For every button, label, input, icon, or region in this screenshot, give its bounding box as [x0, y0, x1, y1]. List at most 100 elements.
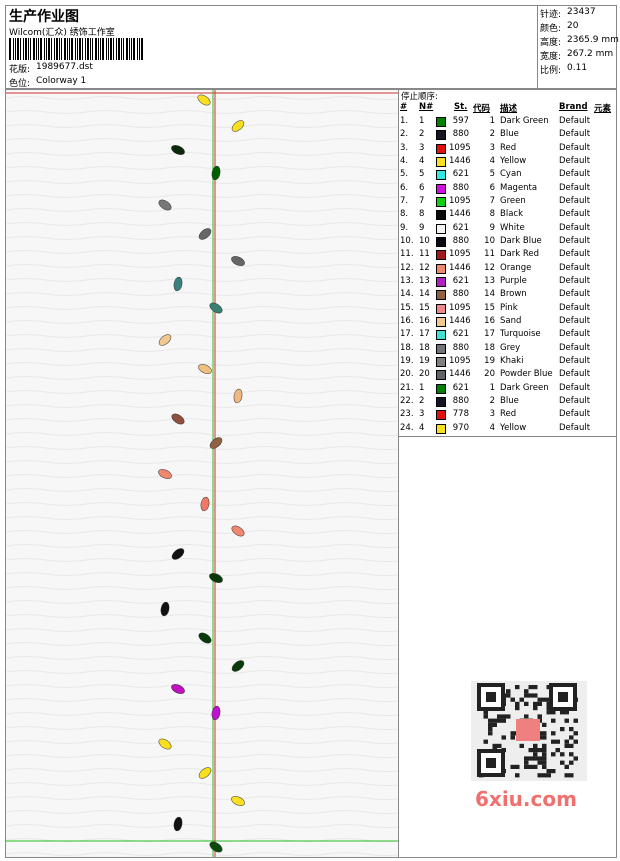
- colorway-label: 色位:: [9, 79, 31, 89]
- qr-cell: [483, 714, 488, 719]
- bar: [64, 38, 66, 60]
- bar: [82, 38, 83, 60]
- leaf: [231, 256, 245, 266]
- thread-wave: [5, 250, 407, 254]
- thread-wave: [5, 824, 407, 828]
- stat-label: 针迹:: [540, 10, 562, 20]
- bar: [141, 38, 143, 60]
- bar: [51, 38, 52, 60]
- leaf: [209, 841, 223, 853]
- leaf: [158, 738, 172, 750]
- thread-wave: [5, 194, 407, 198]
- thread-wave: [5, 642, 407, 646]
- swatch: [436, 210, 446, 221]
- qr-code: [471, 681, 587, 781]
- row-number: 24.: [400, 422, 414, 433]
- qr-cell: [492, 722, 497, 727]
- needle: 4: [419, 155, 425, 166]
- brand: Default: [559, 275, 591, 286]
- stat-label: 高度:: [540, 38, 562, 48]
- blank-panel: 6xiu.com: [398, 436, 617, 858]
- brand: Default: [559, 249, 591, 260]
- code: 6: [489, 182, 495, 193]
- qr-cell: [524, 764, 529, 769]
- row-number: 12.: [400, 262, 414, 273]
- bar: [59, 38, 60, 60]
- thread-wave: [5, 600, 407, 604]
- brand: Default: [559, 235, 591, 246]
- needle: 9: [419, 222, 425, 233]
- stitches: 1446: [449, 315, 471, 326]
- qr-cell: [555, 739, 560, 744]
- qr-cell: [564, 764, 569, 769]
- colorway: Colorway 1: [36, 76, 87, 86]
- bar: [15, 38, 16, 60]
- barcode: [9, 38, 143, 60]
- qr-cell: [551, 710, 556, 715]
- column-header: 描述: [500, 104, 518, 114]
- qr-cell: [533, 701, 538, 706]
- thread-wave: [5, 726, 407, 730]
- brand: Default: [559, 289, 591, 300]
- qr-cell: [506, 693, 511, 698]
- description: Magenta: [500, 182, 538, 193]
- needle: 6: [419, 182, 425, 193]
- description: Yellow: [500, 422, 527, 433]
- needle: 20: [419, 369, 430, 380]
- column-header: 代码: [473, 104, 491, 114]
- swatch: [436, 290, 446, 301]
- stat-value: 23437: [567, 7, 596, 17]
- qr-cell: [524, 701, 529, 706]
- leaf: [209, 573, 223, 583]
- qr-cell: [546, 685, 551, 690]
- qr-cell: [542, 743, 547, 748]
- qr-cell: [560, 710, 565, 715]
- stitches: 621: [452, 382, 469, 393]
- column-header: #: [400, 102, 408, 112]
- description: Cyan: [500, 169, 522, 180]
- stitches: 880: [452, 342, 469, 353]
- thread-wave: [5, 404, 407, 408]
- qr-cell: [510, 735, 515, 740]
- stitches: 621: [452, 222, 469, 233]
- row-number: 23.: [400, 409, 414, 420]
- bar: [69, 38, 70, 60]
- leaf: [231, 796, 245, 806]
- swatch: [436, 130, 446, 141]
- qr-cell: [573, 718, 578, 723]
- qr-cell: [546, 773, 551, 778]
- code: 8: [489, 209, 495, 220]
- code: 1: [489, 382, 495, 393]
- row-number: 10.: [400, 235, 414, 246]
- design-preview: [5, 90, 407, 857]
- thread-wave: [5, 166, 407, 170]
- bar: [30, 38, 31, 60]
- thread-wave: [5, 698, 407, 702]
- needle: 3: [419, 142, 425, 153]
- description: Pink: [500, 302, 518, 313]
- qr-cell: [537, 697, 542, 702]
- bar: [133, 38, 135, 60]
- code: 12: [484, 262, 495, 273]
- swatch: [436, 263, 446, 274]
- leaf: [200, 496, 210, 512]
- qr-cell: [546, 701, 551, 706]
- qr-cell: [524, 689, 529, 694]
- leaf: [158, 469, 172, 479]
- qr-cell: [515, 764, 520, 769]
- row-number: 5.: [400, 169, 409, 180]
- brand: Default: [559, 409, 591, 420]
- swatch: [436, 236, 446, 247]
- qr-cell: [569, 760, 574, 765]
- stitches: 621: [452, 275, 469, 286]
- code: 5: [489, 169, 495, 180]
- stitches: 1095: [449, 142, 471, 153]
- leaf: [231, 660, 245, 672]
- qr-cell: [515, 701, 520, 706]
- qr-cell: [488, 727, 493, 732]
- thread-wave: [5, 544, 407, 548]
- company: Wilcom(汇众) 绣饰工作室: [9, 28, 115, 38]
- description: Dark Green: [500, 116, 549, 126]
- leaf: [209, 437, 223, 449]
